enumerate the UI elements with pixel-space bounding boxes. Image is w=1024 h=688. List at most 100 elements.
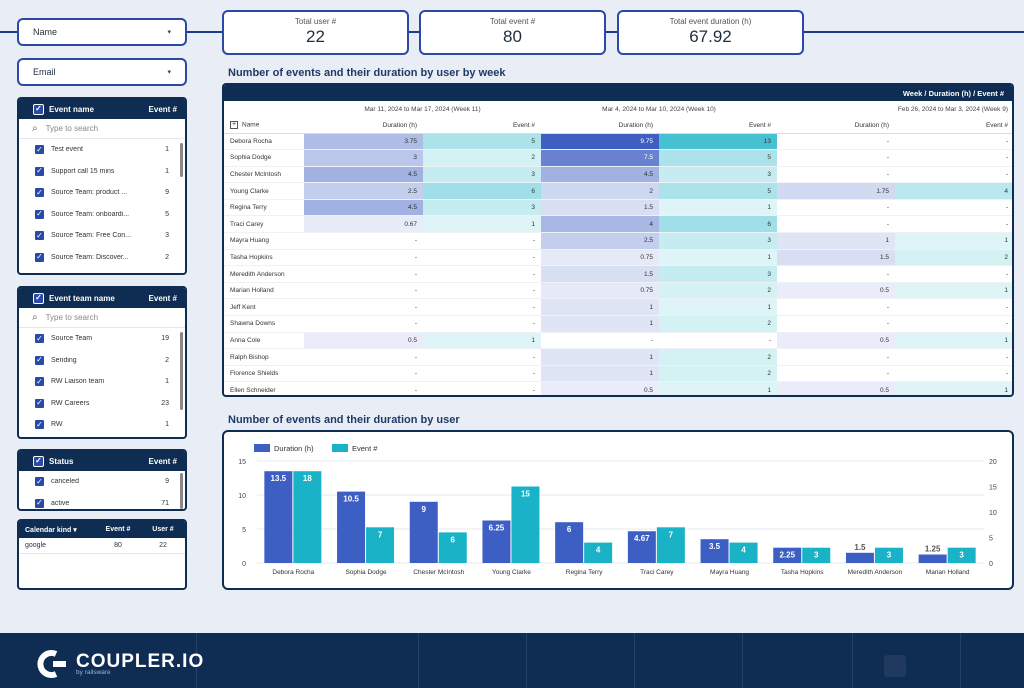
bar xyxy=(438,532,467,563)
table-cell: 1 xyxy=(895,332,1012,350)
filter-option[interactable]: ✓ RW 1 xyxy=(19,414,185,436)
data-label: 7 xyxy=(669,530,674,539)
table-cell: 3 xyxy=(659,232,778,250)
user-count-header[interactable]: User # xyxy=(152,526,174,533)
table-cell: - xyxy=(423,282,541,300)
table-cell: - xyxy=(423,365,541,383)
table-cell: 9.75 xyxy=(541,133,659,151)
checkbox-checked-icon[interactable]: ✓ xyxy=(34,187,45,199)
filter-option[interactable]: ✓ Source Team: Discover... 2 xyxy=(19,247,185,269)
event-count-header[interactable]: Event # xyxy=(105,526,131,533)
checkbox-checked-icon[interactable]: ✓ xyxy=(34,354,45,366)
bar xyxy=(845,552,874,563)
filter-search[interactable]: ⌕ Type to search xyxy=(19,119,185,139)
calendar-kind-table: Calendar kind ▾ Event # User # google 80… xyxy=(17,519,187,590)
bar xyxy=(918,554,947,563)
filter-option-label: Source Team: Discover... xyxy=(51,253,129,261)
table-cell: 4 xyxy=(895,182,1012,200)
checkbox-checked-icon[interactable]: ✓ xyxy=(34,208,45,220)
scrollbar[interactable] xyxy=(180,143,183,177)
event-column-header[interactable]: Event # xyxy=(895,118,1012,134)
calendar-kind-header[interactable]: Calendar kind ▾ xyxy=(25,526,77,534)
table-cell: 1.5 xyxy=(541,265,659,283)
checkbox-checked-icon[interactable]: ✓ xyxy=(34,419,45,431)
select-all-checkbox[interactable]: ✓ xyxy=(33,455,44,467)
checkbox-checked-icon[interactable]: ✓ xyxy=(34,476,45,488)
pivot-top-header: Week / Duration (h) / Event # xyxy=(224,85,1012,101)
filter-option-label: Source Team xyxy=(51,335,93,343)
email-dropdown[interactable]: Email ▾ xyxy=(17,58,187,86)
filter-option[interactable]: ✓ Support call 15 mins 1 xyxy=(19,161,185,183)
right-tick-label: 15 xyxy=(989,485,997,492)
filter-option[interactable]: ✓ Source Team: product ... 9 xyxy=(19,182,185,204)
filter-option-label: Test event xyxy=(51,146,83,154)
filter-option-count: 23 xyxy=(161,399,169,407)
checkbox-checked-icon[interactable]: ✓ xyxy=(34,397,45,409)
event-column-header[interactable]: Event # xyxy=(423,118,541,134)
duration-column-header[interactable]: Duration (h) xyxy=(541,118,659,134)
table-cell: 0.5 xyxy=(777,282,896,300)
checkbox-checked-icon[interactable]: ✓ xyxy=(34,497,45,509)
filter-option[interactable]: ✓ RW Careers 23 xyxy=(19,393,185,415)
filter-option[interactable]: ✓ active 71 xyxy=(19,493,185,510)
table-cell: - xyxy=(895,133,1012,151)
select-all-checkbox[interactable]: ✓ xyxy=(33,292,44,304)
table-cell: - xyxy=(423,348,541,366)
checkbox-checked-icon[interactable]: ✓ xyxy=(34,251,45,263)
filter-option-label: canceled xyxy=(51,478,80,486)
category-label: Tasha Hopkins xyxy=(781,569,824,576)
legend-label: Event # xyxy=(352,444,378,453)
table-cell: 1 xyxy=(659,199,778,217)
table-cell: 1 xyxy=(423,332,541,350)
filter-option-count: 2 xyxy=(165,253,169,261)
filter-option-label: Source Team: Free Con... xyxy=(51,232,132,240)
user-name-cell: Young Clarke xyxy=(224,182,304,200)
checkbox-checked-icon[interactable]: ✓ xyxy=(34,230,45,242)
name-column-header[interactable]: + Name xyxy=(224,118,304,134)
filter-option[interactable]: ✓ Test event 1 xyxy=(19,139,185,161)
category-label: Mayra Huang xyxy=(710,569,749,576)
table-row: Ellen Schneider - -0.5 1 0.5 1 xyxy=(224,381,1012,395)
filter-option[interactable]: ✓ canceled 9 xyxy=(19,471,185,493)
filter-option[interactable]: ✓ Source Team: onboardi... 5 xyxy=(19,204,185,226)
filter-option[interactable]: ✓ Source Team 19 xyxy=(19,328,185,350)
duration-column-header[interactable]: Duration (h) xyxy=(304,118,423,134)
filter-option-label: Source Team: onboardi... xyxy=(51,210,130,218)
table-cell: - xyxy=(304,365,423,383)
filter-option-label: Support call 15 mins xyxy=(51,167,115,175)
table-cell: 0.5 xyxy=(304,332,423,350)
checkbox-checked-icon[interactable]: ✓ xyxy=(34,165,45,177)
week-label: Mar 11, 2024 to Mar 17, 2024 (Week 11) xyxy=(364,106,481,113)
table-cell: 1.5 xyxy=(541,199,659,217)
event-column-header[interactable]: Event # xyxy=(659,118,778,134)
filter-search[interactable]: ⌕ Type to search xyxy=(19,308,185,328)
table-cell: 3 xyxy=(659,265,778,283)
filter-option[interactable]: ✓ Sending 2 xyxy=(19,350,185,372)
name-dropdown[interactable]: Name ▾ xyxy=(17,18,187,46)
table-cell: 4.5 xyxy=(541,166,659,184)
table-cell: - xyxy=(304,249,423,267)
filter-option[interactable]: ✓ RW Liaison team 1 xyxy=(19,371,185,393)
table-cell: - xyxy=(304,381,423,395)
checkbox-checked-icon[interactable]: ✓ xyxy=(34,376,45,388)
filter-option-label: Source Team: product ... xyxy=(51,189,128,197)
legend-label: Duration (h) xyxy=(274,444,314,453)
filter-option-count: 2 xyxy=(165,356,169,364)
table-cell: - xyxy=(895,265,1012,283)
expand-icon[interactable]: + xyxy=(230,121,238,130)
checkbox-checked-icon[interactable]: ✓ xyxy=(34,333,45,345)
footer-square-icon xyxy=(884,655,906,677)
user-name-cell: Tasha Hopkins xyxy=(224,249,304,267)
caret-down-icon: ▾ xyxy=(167,69,171,76)
checkbox-checked-icon[interactable]: ✓ xyxy=(34,144,45,156)
table-row: google 80 22 xyxy=(19,538,185,554)
bar xyxy=(947,547,976,563)
select-all-checkbox[interactable]: ✓ xyxy=(33,103,44,115)
week-label: Mar 4, 2024 to Mar 10, 2024 (Week 10) xyxy=(602,106,716,113)
scrollbar[interactable] xyxy=(180,473,183,509)
duration-column-header[interactable]: Duration (h) xyxy=(777,118,896,134)
table-cell: 4.5 xyxy=(304,166,423,184)
filter-option[interactable]: ✓ Source Team: Free Con... 3 xyxy=(19,225,185,247)
table-cell: - xyxy=(541,332,659,350)
scrollbar[interactable] xyxy=(180,332,183,410)
